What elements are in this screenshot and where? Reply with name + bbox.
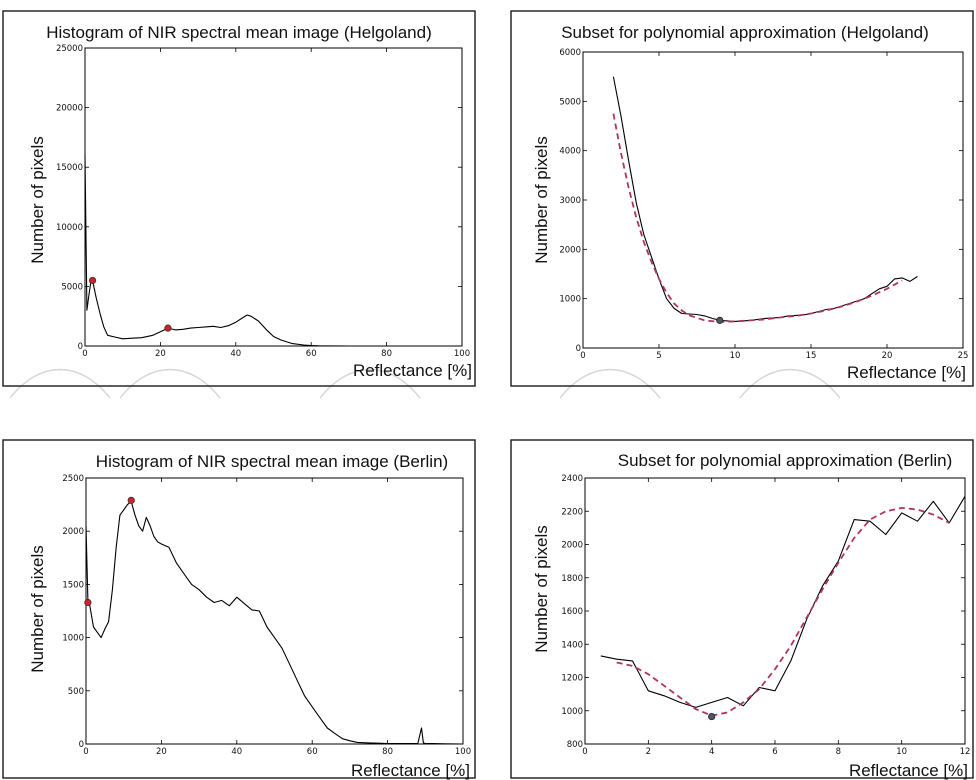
y-tick-label: 4000	[559, 147, 581, 157]
y-tick-label: 1800	[561, 574, 583, 584]
y-tick-label: 0	[78, 342, 83, 352]
peak-marker	[164, 324, 172, 332]
y-axis-label: Number of pixels	[28, 136, 47, 264]
y-tick-label: 15000	[56, 163, 83, 173]
y-tick-label: 1600	[561, 607, 583, 617]
y-tick-label: 2000	[62, 527, 84, 537]
y-tick-label: 1200	[561, 674, 583, 684]
data-series-line	[85, 500, 464, 745]
x-tick-label: 40	[230, 349, 241, 359]
chart-title: Histogram of NIR spectral mean image (Be…	[96, 452, 448, 471]
peak-marker	[84, 598, 92, 607]
x-tick-label: 25	[958, 351, 969, 361]
x-tick-label: 100	[454, 349, 470, 359]
chart-panel-helgoland-histogram: Histogram of NIR spectral mean image (He…	[2, 10, 476, 387]
chart-title: Histogram of NIR spectral mean image (He…	[46, 23, 432, 42]
panel-border	[510, 439, 974, 779]
x-axis-label: Reflectance [%]	[351, 761, 470, 780]
panel-border	[510, 10, 974, 387]
x-tick-label: 10	[730, 351, 741, 361]
x-tick-label: 60	[307, 747, 318, 757]
axes-frame	[582, 51, 964, 349]
x-axis-label: Reflectance [%]	[353, 361, 472, 380]
x-tick-label: 40	[231, 747, 242, 757]
axes-frame	[584, 477, 966, 745]
x-tick-label: 20	[156, 747, 167, 757]
x-axis-label: Reflectance [%]	[847, 363, 966, 382]
y-tick-label: 2400	[561, 474, 583, 484]
y-axis-label: Number of pixels	[532, 525, 551, 653]
x-tick-label: 5	[656, 351, 661, 361]
plot-area: 0 20 40 60 80 100 0 5000 10000 15000 20000 25000	[56, 44, 470, 359]
x-tick-label: 60	[306, 349, 317, 359]
y-tick-label: 1000	[561, 707, 583, 717]
fit-series-line	[616, 506, 950, 717]
x-tick-label: 20	[882, 351, 893, 361]
y-tick-label: 1000	[62, 634, 84, 644]
y-tick-label: 2000	[561, 541, 583, 551]
chart-title: Subset for polynomial approximation (Ber…	[618, 451, 953, 470]
panel-border	[2, 10, 476, 387]
data-series-line	[600, 496, 966, 708]
y-tick-label: 6000	[559, 48, 581, 58]
y-tick-label: 2500	[62, 474, 84, 484]
y-tick-label: 20000	[56, 104, 83, 114]
y-tick-label: 800	[567, 740, 583, 750]
x-axis-label: Reflectance [%]	[849, 761, 968, 780]
y-tick-label: 0	[79, 740, 84, 750]
chart-panel-berlin-histogram: Histogram of NIR spectral mean image (Be…	[2, 439, 476, 780]
minimum-marker	[708, 712, 716, 721]
plot-area: 0 5 10 15 20 25 0 1000 2000 3000 4000 5000 6000	[559, 48, 968, 361]
minimum-marker	[716, 316, 724, 324]
y-tick-label: 5000	[61, 282, 83, 292]
chart-panel-helgoland-subset: Subset for polynomial approximation (Hel…	[510, 10, 974, 387]
watermark-arcs	[9, 368, 841, 399]
x-tick-label: 20	[155, 349, 166, 359]
x-tick-label: 0	[582, 747, 587, 757]
x-tick-label: 0	[580, 351, 585, 361]
x-tick-label: 10	[896, 747, 907, 757]
x-tick-label: 2	[646, 747, 651, 757]
y-axis-label: Number of pixels	[532, 136, 551, 264]
x-tick-label: 12	[960, 747, 971, 757]
x-tick-label: 0	[82, 349, 87, 359]
y-tick-label: 25000	[56, 44, 83, 54]
y-tick-label: 1500	[62, 580, 84, 590]
x-tick-label: 15	[806, 351, 817, 361]
y-tick-label: 1400	[561, 640, 583, 650]
y-tick-label: 500	[68, 687, 84, 697]
y-tick-label: 10000	[56, 223, 83, 233]
y-tick-label: 2200	[561, 507, 583, 517]
chart-title: Subset for polynomial approximation (Hel…	[561, 23, 929, 42]
data-series-line	[612, 76, 918, 322]
x-tick-label: 8	[836, 747, 841, 757]
x-tick-label: 80	[382, 747, 393, 757]
peak-marker	[127, 496, 135, 504]
x-tick-label: 0	[83, 747, 88, 757]
y-tick-label: 1000	[559, 295, 581, 305]
x-tick-label: 80	[381, 349, 392, 359]
data-series-line	[84, 155, 462, 347]
chart-panel-berlin-subset: Subset for polynomial approximation (Ber…	[510, 439, 974, 780]
x-tick-label: 6	[772, 747, 777, 757]
y-tick-label: 3000	[559, 196, 581, 206]
plot-area: 0 2 4 6 8 10 12 800 1000 1200 1400 1600 1800 2000 2200…	[561, 474, 970, 757]
y-tick-label: 5000	[559, 97, 581, 107]
x-tick-label: 100	[455, 747, 471, 757]
fit-series-line	[612, 113, 903, 323]
y-tick-label: 2000	[559, 245, 581, 255]
panel-border	[2, 439, 476, 779]
axes-frame	[84, 47, 463, 347]
y-tick-label: 0	[576, 344, 581, 354]
axes-frame	[85, 477, 464, 745]
y-axis-label: Number of pixels	[28, 545, 47, 673]
x-tick-label: 4	[709, 747, 714, 757]
peak-marker	[88, 276, 97, 285]
